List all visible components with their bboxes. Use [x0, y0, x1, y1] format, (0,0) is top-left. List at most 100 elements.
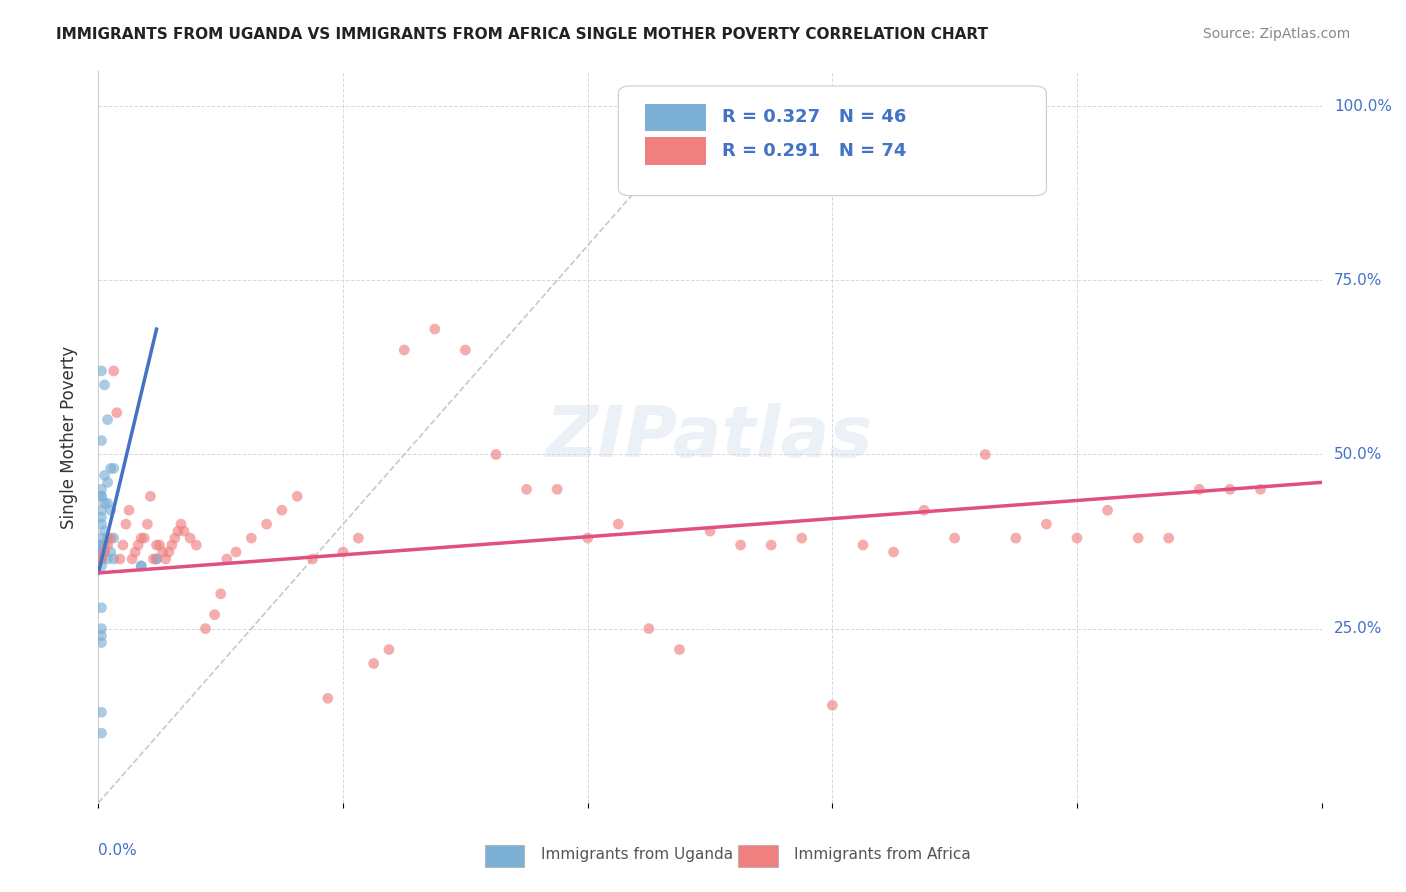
Point [90, 545, 112, 559]
Point [1188, 483, 1211, 497]
Point [90, 600, 112, 615]
Text: R = 0.327   N = 46: R = 0.327 N = 46 [723, 109, 907, 127]
Point [90, 489, 112, 503]
Point [186, 538, 208, 552]
Point [332, 545, 354, 559]
Point [347, 531, 370, 545]
Text: ZIPatlas: ZIPatlas [547, 402, 873, 472]
Text: 100.0%: 100.0% [1334, 99, 1392, 113]
Point [129, 531, 152, 545]
Point [100, 503, 122, 517]
Point [127, 538, 149, 552]
Point [93, 524, 115, 538]
Point [90, 635, 112, 649]
Point [363, 657, 385, 671]
Point [134, 531, 156, 545]
Point [1035, 517, 1057, 532]
Point [90, 531, 112, 545]
Point [1157, 531, 1180, 545]
Point [103, 531, 125, 545]
Point [607, 517, 630, 532]
Point [90, 622, 112, 636]
Point [1004, 531, 1026, 545]
Point [129, 558, 152, 573]
Point [485, 448, 508, 462]
Point [129, 558, 152, 573]
Point [1219, 483, 1241, 497]
Bar [645, 103, 706, 131]
Point [90, 503, 112, 517]
Point [152, 545, 174, 559]
Point [90, 510, 112, 524]
Point [100, 545, 122, 559]
Point [285, 489, 308, 503]
Point [179, 531, 201, 545]
Point [173, 524, 195, 538]
Point [170, 517, 193, 532]
Point [97, 412, 120, 426]
Point [103, 364, 125, 378]
Point [97, 475, 120, 490]
Point [118, 503, 141, 517]
Point [100, 531, 122, 545]
Point [90, 483, 112, 497]
Text: Immigrants from Africa: Immigrants from Africa [794, 847, 972, 862]
Point [852, 538, 875, 552]
Point [90, 517, 112, 532]
Point [1128, 531, 1150, 545]
Text: 25.0%: 25.0% [1334, 621, 1382, 636]
Point [97, 531, 120, 545]
Point [668, 642, 690, 657]
Point [1097, 503, 1119, 517]
Point [240, 531, 263, 545]
Point [90, 538, 112, 552]
Text: 75.0%: 75.0% [1334, 273, 1382, 288]
Point [90, 552, 112, 566]
Point [115, 517, 138, 532]
Point [90, 552, 112, 566]
Point [270, 503, 292, 517]
Y-axis label: Single Mother Poverty: Single Mother Poverty [59, 345, 77, 529]
Point [105, 406, 128, 420]
Point [90, 552, 112, 566]
Point [167, 524, 190, 538]
Point [821, 698, 844, 713]
Point [194, 622, 217, 636]
Point [204, 607, 226, 622]
Point [1066, 531, 1088, 545]
Point [576, 531, 599, 545]
Text: R = 0.291   N = 74: R = 0.291 N = 74 [723, 142, 907, 160]
Point [790, 531, 813, 545]
Point [316, 691, 339, 706]
Point [93, 545, 115, 559]
Point [142, 552, 165, 566]
Point [90, 489, 112, 503]
Point [90, 538, 112, 552]
Point [93, 496, 115, 510]
Bar [645, 137, 706, 165]
Text: 50.0%: 50.0% [1334, 447, 1382, 462]
Point [93, 377, 115, 392]
Point [256, 517, 278, 532]
FancyBboxPatch shape [619, 86, 1046, 195]
Point [90, 629, 112, 643]
Point [108, 552, 131, 566]
Point [103, 461, 125, 475]
Text: Source: ZipAtlas.com: Source: ZipAtlas.com [1202, 27, 1350, 41]
Point [163, 531, 186, 545]
Point [124, 545, 146, 559]
Point [943, 531, 966, 545]
Point [97, 496, 120, 510]
Point [1249, 483, 1271, 497]
Point [90, 545, 112, 559]
Text: Immigrants from Uganda: Immigrants from Uganda [541, 847, 734, 862]
Point [209, 587, 232, 601]
Point [145, 538, 167, 552]
Point [423, 322, 446, 336]
Point [699, 524, 721, 538]
Point [454, 343, 477, 357]
Point [100, 461, 122, 475]
Point [103, 552, 125, 566]
Point [97, 552, 120, 566]
Point [149, 538, 172, 552]
